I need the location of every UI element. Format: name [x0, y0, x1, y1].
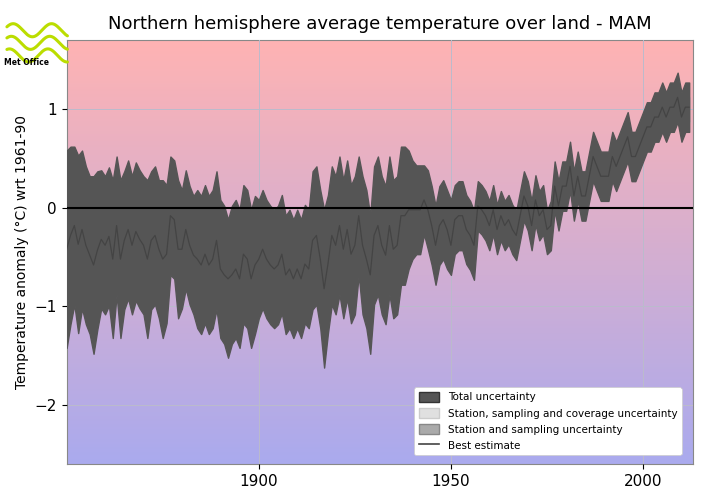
Text: Met Office: Met Office — [4, 57, 49, 67]
Title: Northern hemisphere average temperature over land - MAM: Northern hemisphere average temperature … — [108, 15, 651, 33]
Legend: Total uncertainty, Station, sampling and coverage uncertainty, Station and sampl: Total uncertainty, Station, sampling and… — [414, 388, 682, 455]
Y-axis label: Temperature anomaly (°C) wrt 1961-90: Temperature anomaly (°C) wrt 1961-90 — [15, 115, 29, 389]
